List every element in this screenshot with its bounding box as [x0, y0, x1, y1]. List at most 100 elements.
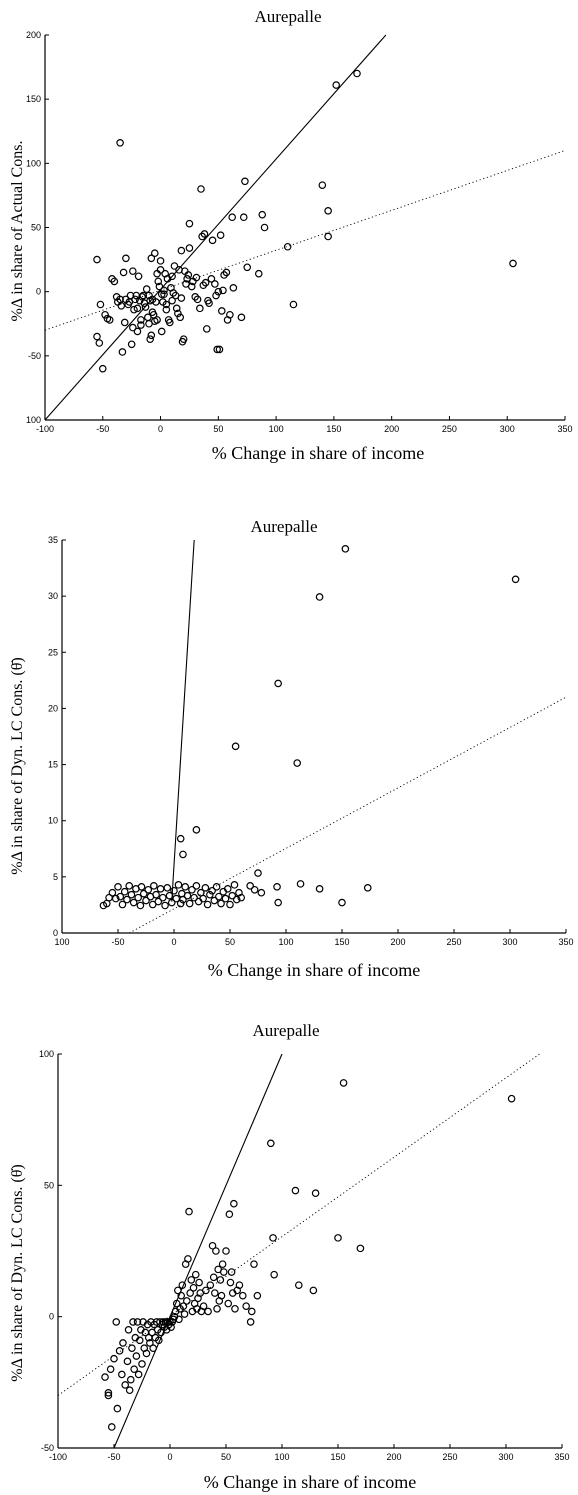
data-point [201, 278, 210, 287]
y-tick-label: -50 [28, 351, 41, 361]
data-point [205, 299, 213, 308]
data-point [104, 1389, 113, 1397]
data-point [229, 284, 238, 292]
data-point [157, 327, 166, 336]
x-axis-label: % Change in share of income [204, 1472, 416, 1492]
data-point [138, 1360, 146, 1368]
data-point [193, 295, 202, 304]
data-point [184, 1255, 192, 1263]
x-tick-label: 100 [278, 937, 293, 947]
data-point [177, 294, 186, 302]
x-axis-label: % Change in share of income [212, 443, 424, 463]
data-point [197, 185, 205, 193]
data-point [334, 1234, 342, 1242]
data-point [188, 885, 196, 894]
data-point [212, 291, 220, 300]
data-point [247, 1307, 256, 1316]
data-point [186, 1289, 194, 1297]
data-point [154, 277, 163, 286]
data-point [155, 282, 164, 291]
data-point [121, 1381, 130, 1389]
chart-title: Aurepalle [252, 1021, 319, 1040]
data-point [111, 894, 120, 903]
x-tick-label: 0 [171, 937, 176, 947]
data-point [363, 884, 372, 892]
solid-fit-line [113, 1053, 283, 1449]
data-point [110, 1354, 118, 1363]
data-point [216, 1276, 225, 1284]
x-tick-label: -100 [49, 1452, 67, 1462]
y-tick-label: 0 [53, 928, 58, 938]
data-point [212, 1247, 220, 1255]
x-tick-label: 300 [498, 1452, 513, 1462]
data-point [201, 884, 210, 892]
data-point [133, 1318, 142, 1326]
data-point [242, 1302, 250, 1310]
data-point [123, 1357, 132, 1366]
data-point [183, 891, 192, 900]
data-point [260, 223, 269, 232]
data-point [289, 300, 298, 309]
x-tick-label: 300 [502, 937, 517, 947]
data-point [155, 1336, 163, 1345]
data-point [170, 886, 178, 895]
data-point [269, 1234, 277, 1242]
data-point [106, 1365, 115, 1374]
data-point [273, 883, 281, 891]
data-point [122, 254, 130, 263]
data-point [339, 1079, 348, 1087]
y-tick-label: 50 [44, 1180, 54, 1190]
data-point [202, 1286, 210, 1295]
data-point [133, 327, 142, 336]
data-point [93, 255, 101, 264]
data-point [217, 899, 225, 908]
data-point [176, 834, 185, 843]
y-axis-label: %Δ in share of Actual Cons. [9, 141, 26, 322]
data-point [159, 893, 167, 902]
data-point [128, 1344, 136, 1352]
data-point [224, 1299, 233, 1308]
data-point [338, 898, 346, 907]
data-point [215, 345, 224, 354]
data-point [226, 1278, 235, 1287]
data-point [318, 181, 327, 189]
data-point [138, 292, 146, 301]
data-point [231, 1304, 239, 1313]
x-tick-label: 50 [221, 1452, 231, 1462]
data-point [332, 81, 341, 89]
solid-fit-line [171, 539, 195, 902]
data-point [167, 898, 176, 907]
data-point [226, 900, 234, 909]
data-point [250, 1260, 258, 1268]
data-point [212, 883, 221, 891]
data-point [152, 890, 160, 899]
data-point [160, 290, 168, 299]
data-point [150, 249, 159, 257]
data-point [228, 891, 237, 900]
data-point [142, 285, 151, 293]
data-point [266, 1139, 275, 1148]
data-point [147, 331, 156, 340]
data-point [113, 1404, 122, 1413]
data-point [274, 898, 282, 907]
chart-title: Aurepalle [250, 517, 317, 536]
data-point [222, 268, 231, 277]
data-point [356, 1244, 365, 1253]
data-point [195, 1278, 203, 1287]
data-point [213, 345, 221, 354]
data-point [183, 1297, 191, 1305]
x-tick-label: 100 [54, 937, 69, 947]
data-point [254, 269, 263, 278]
x-tick-label: 150 [330, 1452, 345, 1462]
data-point [163, 884, 172, 892]
x-tick-label: 100 [274, 1452, 289, 1462]
fit-lines [44, 34, 566, 421]
data-point [154, 897, 163, 906]
data-point [168, 272, 176, 281]
data-point [189, 1283, 198, 1292]
x-tick-label: -50 [96, 424, 109, 434]
data-point [153, 316, 161, 324]
data-point [231, 742, 240, 751]
data-point [112, 1318, 121, 1326]
data-point [218, 307, 226, 315]
